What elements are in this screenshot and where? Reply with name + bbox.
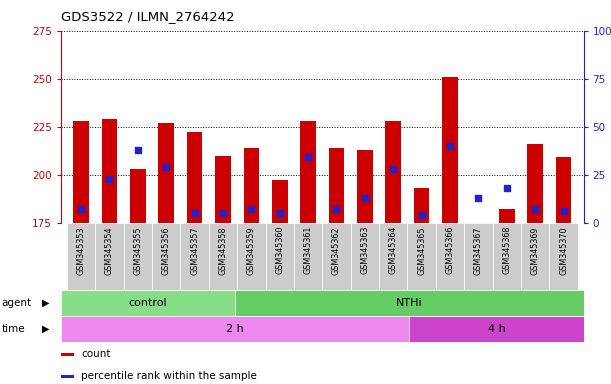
Point bbox=[189, 210, 199, 216]
Text: count: count bbox=[81, 349, 111, 359]
Bar bbox=[408, 223, 436, 290]
Text: GSM345357: GSM345357 bbox=[190, 226, 199, 275]
Text: GSM345353: GSM345353 bbox=[76, 226, 86, 275]
Bar bbox=[323, 223, 351, 290]
Text: GSM345355: GSM345355 bbox=[133, 226, 142, 275]
Bar bbox=[95, 223, 123, 290]
Bar bbox=[379, 223, 408, 290]
Bar bbox=[499, 209, 514, 223]
Text: GSM345367: GSM345367 bbox=[474, 226, 483, 275]
Bar bbox=[73, 121, 89, 223]
Bar bbox=[130, 169, 145, 223]
Bar bbox=[464, 223, 492, 290]
Bar bbox=[442, 77, 458, 223]
Bar bbox=[158, 123, 174, 223]
Bar bbox=[556, 157, 571, 223]
Text: GSM345363: GSM345363 bbox=[360, 226, 370, 275]
Bar bbox=[61, 353, 74, 356]
Bar bbox=[492, 223, 521, 290]
Point bbox=[474, 195, 483, 201]
Bar bbox=[67, 223, 95, 290]
Text: GSM345364: GSM345364 bbox=[389, 226, 398, 275]
Text: GDS3522 / ILMN_2764242: GDS3522 / ILMN_2764242 bbox=[61, 10, 235, 23]
Text: agent: agent bbox=[1, 298, 31, 308]
Text: GSM345366: GSM345366 bbox=[445, 226, 455, 275]
Text: 2 h: 2 h bbox=[226, 324, 244, 334]
Text: GSM345370: GSM345370 bbox=[559, 226, 568, 275]
Bar bbox=[244, 148, 259, 223]
Text: percentile rank within the sample: percentile rank within the sample bbox=[81, 371, 257, 381]
Bar bbox=[300, 121, 316, 223]
Text: control: control bbox=[129, 298, 167, 308]
Text: GSM345356: GSM345356 bbox=[162, 226, 170, 275]
Point bbox=[303, 154, 313, 161]
Text: GSM345359: GSM345359 bbox=[247, 226, 256, 275]
Text: GSM345368: GSM345368 bbox=[502, 226, 511, 275]
Text: NTHi: NTHi bbox=[396, 298, 423, 308]
Point bbox=[275, 210, 285, 216]
Bar bbox=[527, 144, 543, 223]
Bar bbox=[61, 290, 235, 316]
Bar bbox=[409, 316, 584, 342]
Bar bbox=[123, 223, 152, 290]
Bar bbox=[61, 316, 409, 342]
Text: GSM345358: GSM345358 bbox=[218, 226, 227, 275]
Bar bbox=[272, 180, 288, 223]
Bar bbox=[521, 223, 549, 290]
Text: time: time bbox=[1, 324, 25, 334]
Bar bbox=[235, 290, 584, 316]
Bar bbox=[386, 121, 401, 223]
Bar bbox=[414, 188, 430, 223]
Bar bbox=[152, 223, 180, 290]
Bar bbox=[266, 223, 294, 290]
Text: GSM345361: GSM345361 bbox=[304, 226, 313, 275]
Text: GSM345354: GSM345354 bbox=[105, 226, 114, 275]
Point bbox=[218, 210, 228, 216]
Text: GSM345362: GSM345362 bbox=[332, 226, 341, 275]
Bar bbox=[237, 223, 266, 290]
Bar bbox=[187, 132, 202, 223]
Point bbox=[161, 164, 171, 170]
Bar bbox=[180, 223, 209, 290]
Point bbox=[445, 143, 455, 149]
Bar bbox=[351, 223, 379, 290]
Bar bbox=[549, 223, 578, 290]
Text: ▶: ▶ bbox=[42, 324, 49, 334]
Point bbox=[530, 206, 540, 212]
Point bbox=[332, 206, 342, 212]
Bar bbox=[209, 223, 237, 290]
Bar bbox=[294, 223, 323, 290]
Bar bbox=[215, 156, 231, 223]
Text: ▶: ▶ bbox=[42, 298, 49, 308]
Point bbox=[133, 147, 142, 153]
Bar bbox=[61, 375, 74, 378]
Text: GSM345369: GSM345369 bbox=[531, 226, 540, 275]
Point bbox=[104, 175, 114, 182]
Bar bbox=[101, 119, 117, 223]
Point bbox=[389, 166, 398, 172]
Point bbox=[558, 208, 568, 214]
Text: GSM345360: GSM345360 bbox=[275, 226, 284, 275]
Point bbox=[76, 206, 86, 212]
Bar bbox=[329, 148, 345, 223]
Bar bbox=[357, 150, 373, 223]
Bar bbox=[436, 223, 464, 290]
Point bbox=[417, 212, 426, 218]
Point bbox=[502, 185, 512, 191]
Point bbox=[246, 206, 256, 212]
Text: GSM345365: GSM345365 bbox=[417, 226, 426, 275]
Point bbox=[360, 195, 370, 201]
Text: 4 h: 4 h bbox=[488, 324, 505, 334]
